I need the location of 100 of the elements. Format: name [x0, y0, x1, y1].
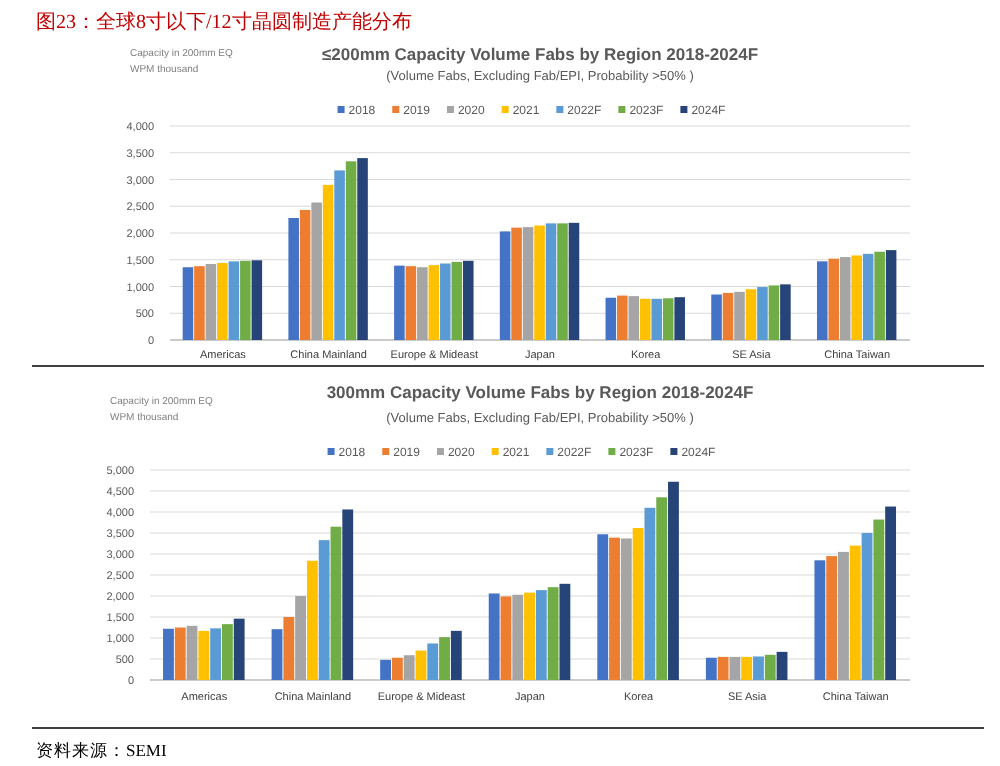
bar — [221, 624, 233, 680]
bar — [318, 540, 330, 680]
bar — [711, 294, 722, 340]
bar — [522, 227, 534, 340]
bar — [512, 594, 524, 680]
bar — [405, 266, 417, 340]
bar — [851, 255, 862, 340]
bar — [597, 534, 609, 680]
bar — [705, 657, 717, 680]
bar — [651, 298, 663, 340]
bar — [764, 654, 776, 680]
bar — [450, 630, 462, 680]
bar — [632, 527, 644, 680]
bar — [605, 297, 617, 340]
bar — [628, 296, 640, 340]
bar — [874, 251, 885, 340]
bar — [417, 267, 428, 340]
bar — [776, 651, 788, 680]
bar — [717, 656, 729, 680]
bar — [547, 587, 559, 680]
bar — [288, 218, 299, 340]
bar — [428, 265, 440, 340]
bar — [545, 223, 557, 340]
bar — [228, 261, 240, 340]
bar — [217, 262, 228, 340]
bar — [240, 260, 251, 340]
bar — [415, 650, 427, 680]
bar — [524, 592, 535, 680]
bar — [838, 551, 849, 680]
bar — [427, 643, 439, 680]
bar — [322, 184, 334, 340]
bar — [394, 265, 405, 340]
bar — [722, 292, 734, 340]
bar — [862, 253, 874, 340]
bar — [885, 250, 897, 340]
bar — [283, 617, 295, 680]
bar — [639, 298, 651, 340]
bar — [311, 202, 322, 340]
bar — [334, 170, 345, 340]
bar — [534, 225, 545, 340]
bar — [828, 258, 840, 340]
bar — [745, 289, 757, 340]
caption: 图23：全球8寸以下/12寸晶圆制造产能分布 — [36, 10, 412, 34]
bar — [535, 590, 547, 680]
bar — [163, 628, 174, 680]
bar — [251, 260, 263, 340]
bar — [780, 284, 791, 340]
bar — [826, 556, 838, 680]
chart-title: ≤200mm Capacity Volume Fabs by Region 2018-2024F — [321, 44, 759, 64]
bar — [734, 291, 745, 340]
bar — [757, 287, 768, 340]
bar — [174, 627, 186, 680]
bar — [668, 481, 679, 680]
chart-title: 300mm Capacity Volume Fabs by Region 2018-2024F — [326, 382, 754, 402]
bar — [330, 526, 342, 680]
bar — [849, 545, 861, 680]
bar — [511, 227, 522, 340]
bar — [345, 161, 357, 340]
text: 资料来源：SEMI — [36, 740, 167, 760]
bar — [233, 618, 245, 680]
bar — [557, 223, 568, 340]
bar — [499, 231, 511, 340]
bar — [462, 260, 474, 340]
bar — [620, 538, 632, 680]
bar — [656, 497, 668, 680]
bar — [674, 297, 685, 340]
bar — [271, 629, 283, 680]
bar — [617, 295, 628, 340]
bar — [299, 209, 311, 340]
bar — [380, 659, 392, 680]
bar — [488, 593, 500, 680]
bar — [440, 263, 451, 340]
bar — [768, 285, 780, 340]
bar — [568, 222, 580, 340]
bar — [609, 537, 620, 680]
bar — [741, 656, 753, 680]
bar — [885, 506, 897, 680]
bar — [357, 158, 368, 340]
bar — [662, 298, 674, 340]
bar — [559, 583, 571, 680]
bar — [295, 596, 307, 680]
bar — [839, 257, 851, 340]
bar — [729, 656, 741, 680]
bar — [644, 507, 656, 680]
bar — [182, 267, 194, 340]
bar — [500, 596, 512, 680]
bar — [306, 560, 318, 680]
bar — [205, 264, 217, 340]
bar — [873, 519, 885, 680]
bar — [342, 509, 354, 680]
bar — [861, 533, 873, 680]
bar — [451, 261, 463, 340]
bar — [403, 655, 415, 680]
bar — [816, 261, 828, 340]
bar — [439, 637, 450, 680]
bar — [194, 266, 205, 340]
bar — [186, 625, 198, 680]
bar — [391, 657, 403, 680]
bar — [814, 560, 826, 680]
bar — [198, 630, 210, 680]
